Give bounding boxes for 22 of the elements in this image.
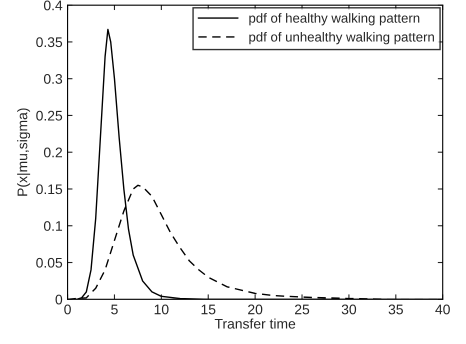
- x-tick-label: 5: [111, 304, 118, 314]
- y-tick-label: 0.1: [44, 221, 62, 231]
- y-tick-label: 0.35: [36, 37, 62, 48]
- x-axis-title: Transfer time: [214, 318, 296, 329]
- x-tick-label: 15: [202, 304, 216, 314]
- y-tick-label: 0.25: [36, 110, 62, 121]
- y-axis-title: P(x|mu,sigma): [17, 108, 30, 196]
- x-tick-label: 30: [342, 304, 356, 314]
- legend-label: pdf of healthy walking pattern: [249, 13, 420, 26]
- x-tick-label: 0: [64, 304, 71, 314]
- y-tick-label: 0.05: [36, 258, 62, 268]
- legend-label: pdf of unhealthy walking pattern: [249, 32, 434, 44]
- y-tick-label: 0.2: [44, 148, 62, 158]
- y-tick-label: 0.15: [36, 184, 62, 194]
- x-tick-label: 25: [295, 304, 310, 314]
- x-tick-label: 20: [248, 304, 262, 314]
- y-tick-label: 0: [56, 294, 62, 304]
- x-tick-label: 40: [435, 304, 450, 314]
- x-tick-label: 10: [154, 304, 169, 314]
- y-tick-label: 0.3: [44, 74, 62, 84]
- x-tick-label: 35: [388, 304, 403, 314]
- y-tick-label: 0.4: [44, 0, 62, 10]
